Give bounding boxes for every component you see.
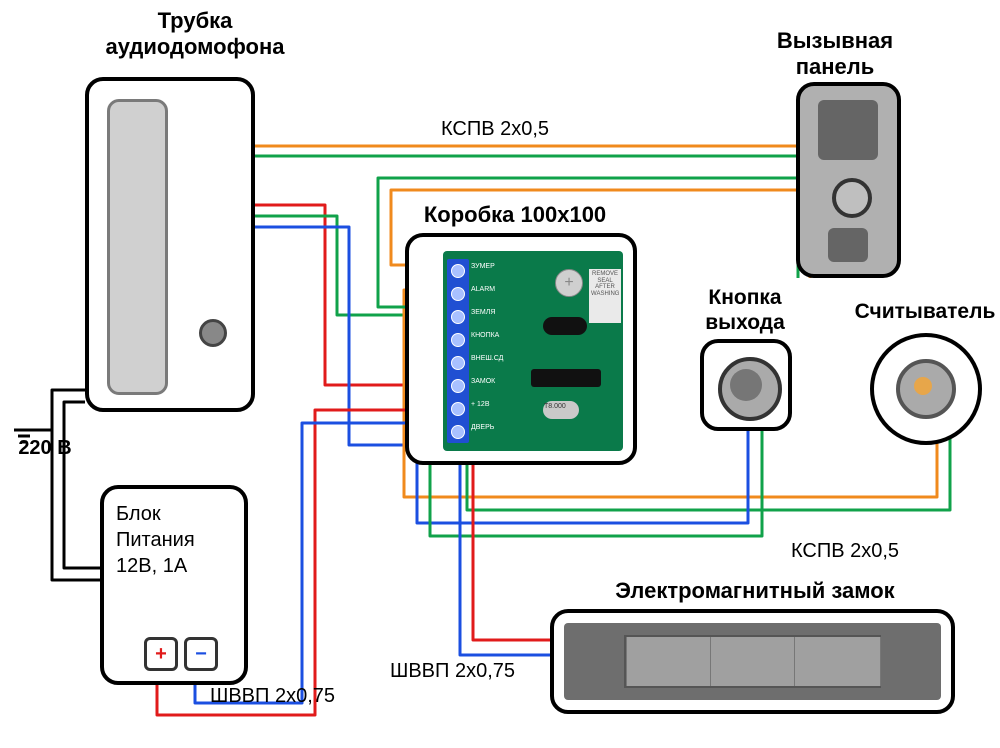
cable-label-top: КСПВ 2x0,5: [395, 118, 595, 141]
terminal-label: ЗУМЕР: [471, 263, 495, 270]
panel-title: Вызывнаяпанель: [720, 28, 950, 81]
power-supply: БлокПитания12В, 1А + −: [100, 485, 248, 685]
terminal-label: ЗЕМЛЯ: [471, 309, 495, 316]
wire-mains-N: [64, 402, 100, 568]
panel-speaker-grill: [818, 100, 878, 160]
terminal-label: + 12В: [471, 401, 490, 408]
terminal-label: ЗАМОК: [471, 378, 495, 385]
wire-mains-L: [52, 390, 100, 580]
crystal-label: T8.000: [544, 403, 566, 410]
terminal-screw: [451, 356, 465, 370]
terminal-strip: [447, 259, 469, 443]
box-title: Коробка 100x100: [400, 202, 630, 228]
diagram-canvas: Трубкааудиодомофона Вызывнаяпанель Короб…: [0, 0, 1000, 748]
exit-title: Кнопкавыхода: [670, 285, 820, 335]
lock-armature: [624, 635, 881, 688]
handset-receiver: [107, 99, 168, 395]
electromagnetic-lock: [550, 609, 955, 714]
psu-label: БлокПитания12В, 1А: [116, 501, 195, 579]
cable-label-psu: ШВВП 2x0,75: [210, 685, 410, 708]
handset-button: [199, 319, 227, 347]
pcb-chip: [531, 369, 601, 387]
wire-h-panel-green: [255, 156, 833, 162]
wire-h-panel-orange: [255, 146, 843, 152]
terminal-screw: [451, 379, 465, 393]
panel-mic-grill: [828, 228, 868, 262]
exit-button: [700, 339, 792, 431]
psu-plus-terminal: +: [144, 637, 178, 671]
reader-led: [914, 377, 932, 395]
cable-label-right: КСПВ 2x0,5: [745, 540, 945, 563]
rfid-reader: [870, 333, 982, 445]
terminal-screw: [451, 310, 465, 324]
terminal-label: КНОПКА: [471, 332, 499, 339]
reader-title: Считыватель: [850, 300, 1000, 324]
lock-body: [564, 623, 941, 700]
terminal-label: ВНЕШ.СД: [471, 355, 503, 362]
terminal-screw: [451, 264, 465, 278]
panel-call-button: [832, 178, 872, 218]
terminal-label: ДВЕРЬ: [471, 424, 494, 431]
audio-handset: [85, 77, 255, 412]
terminal-screw: [451, 333, 465, 347]
psu-terminals: + −: [144, 637, 218, 671]
terminal-screw: [451, 402, 465, 416]
pcb-buzzer: +: [555, 269, 583, 297]
terminal-screw: [451, 425, 465, 439]
junction-box: ЗУМЕР ALARM ЗЕМЛЯ КНОПКА ВНЕШ.СД ЗАМОК + 12В ДВ…: [405, 233, 637, 465]
pcb-sticker: REMOVESEALAFTERWASHING: [589, 269, 621, 323]
lock-title: Электромагнитный замок: [590, 578, 920, 604]
exit-button-cap: [730, 369, 762, 401]
terminal-screw: [451, 287, 465, 301]
pcb-capacitor: [543, 317, 587, 335]
controller-pcb: ЗУМЕР ALARM ЗЕМЛЯ КНОПКА ВНЕШ.СД ЗАМОК + 12В ДВ…: [443, 251, 623, 451]
psu-minus-terminal: −: [184, 637, 218, 671]
wire-lock-blue: [442, 445, 555, 655]
call-panel: [796, 82, 901, 278]
ground-icon: [14, 423, 38, 447]
terminal-label: ALARM: [471, 286, 495, 293]
handset-title: Трубкааудиодомофона: [80, 8, 310, 61]
